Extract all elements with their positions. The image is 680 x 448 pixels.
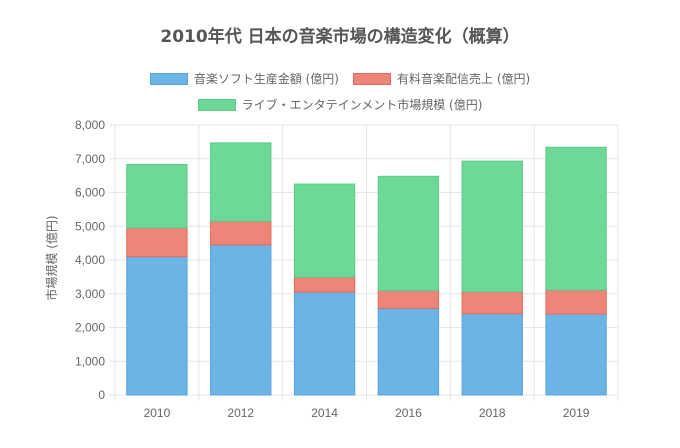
- legend-second-row: ライブ・エンタテインメント市場規模 (億円): [0, 96, 680, 113]
- legend-item-music-software[interactable]: 音楽ソフト生産金額 (億円): [149, 70, 339, 87]
- x-tick-label: 2014: [311, 406, 338, 420]
- bars: [126, 142, 607, 396]
- chart-title: 2010年代 日本の音楽市場の構造変化（概算）: [160, 27, 520, 47]
- legend-label-music-software: 音楽ソフト生産金額 (億円): [193, 72, 339, 86]
- x-tick-label: 2019: [563, 406, 590, 420]
- axes: 0 1,000 2,000 3,000 4,000 5,000 6,000 7,000 8,00…: [75, 118, 590, 420]
- bar-segment-1: [545, 313, 607, 396]
- gridlines: [109, 124, 619, 401]
- bar-segment-2: [545, 289, 607, 315]
- x-tick-label: 2016: [395, 406, 422, 420]
- legend-item-paid-distribution[interactable]: 有料音楽配信売上 (億円): [353, 70, 530, 87]
- legend-label-paid-distribution: 有料音楽配信売上 (億円): [397, 72, 531, 86]
- y-tick-label: 8,000: [75, 118, 105, 132]
- legend-swatch-live-entertainment: [197, 98, 236, 111]
- x-tick-label: 2018: [479, 406, 506, 420]
- legend: 音楽ソフト生産金額 (億円) 有料音楽配信売上 (億円): [0, 70, 680, 87]
- legend-swatch-music-software: [149, 72, 188, 85]
- y-axis-title: 市場規模 (億円): [44, 215, 59, 300]
- bar-segment-2: [126, 227, 188, 258]
- bar-segment-3: [210, 142, 272, 222]
- y-tick-label: 6,000: [75, 186, 105, 200]
- bar-segment-3: [293, 183, 356, 278]
- bar-segment-1: [377, 307, 440, 396]
- bar-segment-3: [377, 175, 440, 292]
- y-tick-label: 2,000: [75, 321, 105, 335]
- bar-segment-1: [126, 256, 188, 396]
- bar-segment-3: [126, 163, 188, 229]
- bar-segment-1: [293, 291, 356, 396]
- x-tick-label: 2012: [227, 406, 254, 420]
- bar-segment-1: [461, 313, 523, 396]
- legend-label-live-entertainment: ライブ・エンタテインメント市場規模 (億円): [241, 98, 483, 112]
- x-tick-label: 2010: [144, 406, 171, 420]
- y-tick-label: 4,000: [75, 253, 105, 267]
- y-tick-label: 5,000: [75, 219, 105, 233]
- y-tick-label: 0: [98, 388, 105, 402]
- bar-segment-1: [210, 244, 272, 396]
- bar-segment-3: [545, 146, 607, 291]
- y-tick-label: 1,000: [75, 354, 105, 368]
- bar-segment-2: [461, 291, 523, 315]
- bar-segment-2: [377, 290, 440, 309]
- bar-segment-2: [293, 276, 356, 293]
- legend-swatch-paid-distribution: [353, 72, 391, 85]
- bar-segment-3: [461, 160, 523, 293]
- bar-segment-2: [210, 220, 272, 246]
- legend-item-live-entertainment[interactable]: ライブ・エンタテインメント市場規模 (億円): [197, 96, 483, 113]
- y-tick-label: 3,000: [75, 287, 105, 301]
- y-tick-label: 7,000: [75, 152, 105, 166]
